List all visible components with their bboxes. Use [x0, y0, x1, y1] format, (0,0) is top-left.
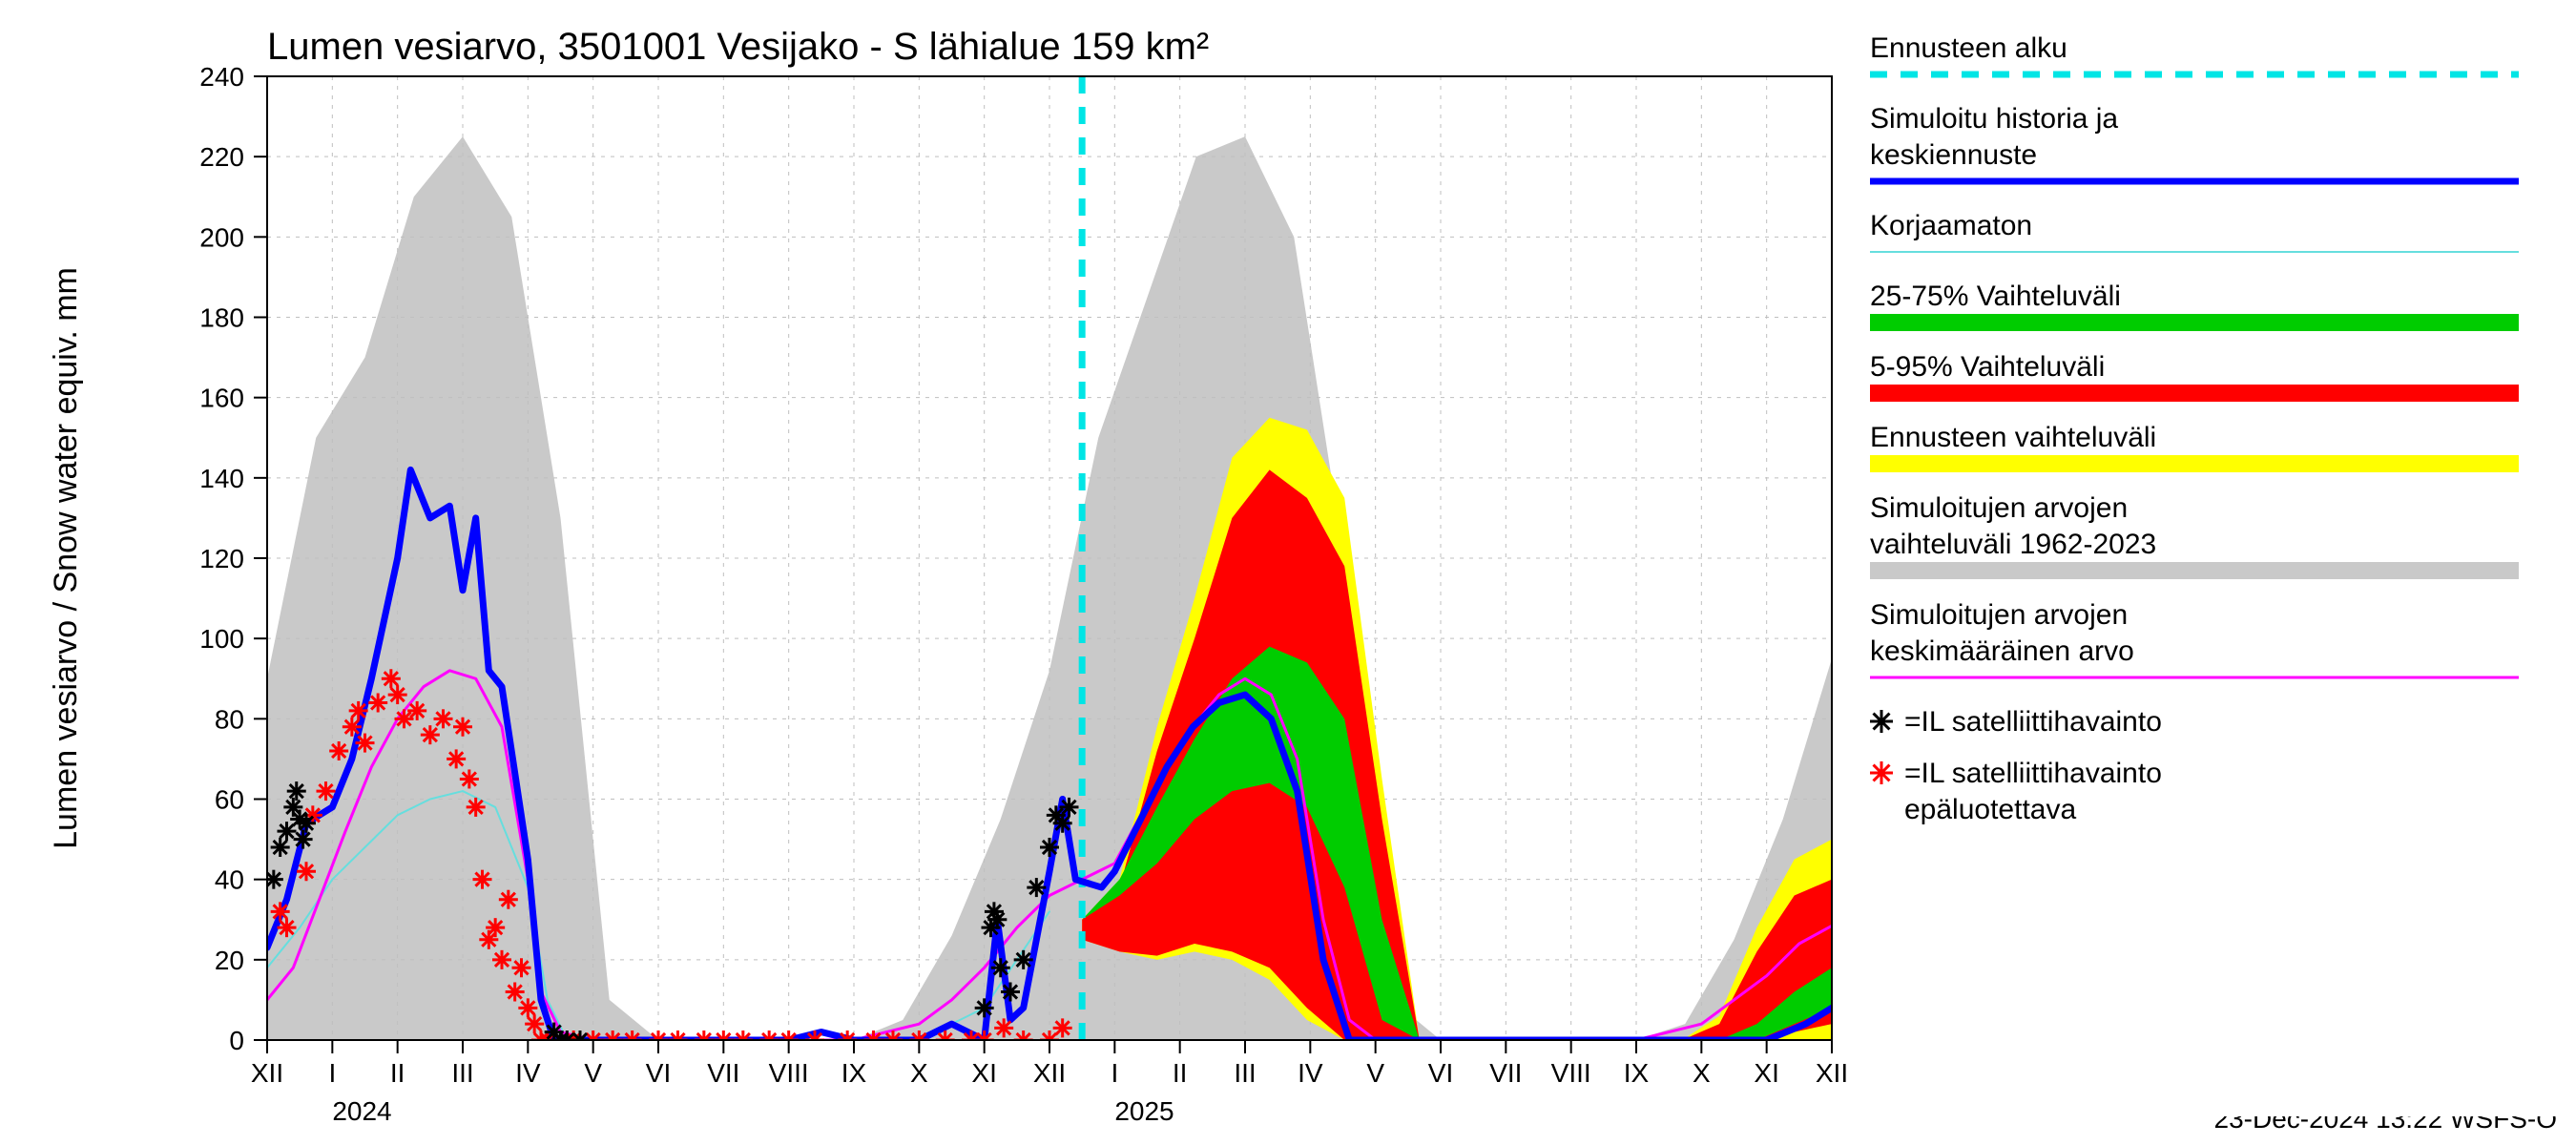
legend-label: Simuloitujen arvojen: [1870, 599, 2128, 631]
legend-label: =IL satelliittihavainto: [1904, 706, 2162, 738]
x-month-label: II: [390, 1058, 405, 1088]
x-month-label: X: [1693, 1058, 1711, 1088]
y-tick-label: 140: [199, 464, 244, 493]
legend-swatch: [1870, 562, 2519, 579]
x-month-label: I: [328, 1058, 336, 1088]
y-tick-label: 20: [215, 946, 244, 975]
x-month-label: XII: [251, 1058, 283, 1088]
legend-label: Ennusteen vaihteluväli: [1870, 422, 2156, 453]
x-month-label: II: [1173, 1058, 1188, 1088]
y-tick-label: 180: [199, 303, 244, 333]
legend-label: 5-95% Vaihteluväli: [1870, 351, 2105, 383]
legend-swatch: [1870, 385, 2519, 402]
x-month-label: XII: [1033, 1058, 1066, 1088]
legend-label: keskimääräinen arvo: [1870, 635, 2134, 667]
y-axis-label: Lumen vesiarvo / Snow water equiv. mm: [48, 267, 84, 849]
x-month-label: IV: [1298, 1058, 1323, 1088]
x-month-label: VIII: [769, 1058, 809, 1088]
x-month-label: I: [1111, 1058, 1118, 1088]
x-month-label: XI: [971, 1058, 996, 1088]
legend-label: vaihteluväli 1962-2023: [1870, 529, 2156, 560]
y-tick-label: 200: [199, 222, 244, 252]
x-month-label: VII: [707, 1058, 739, 1088]
legend-label: Simuloitujen arvojen: [1870, 492, 2128, 524]
chart-container: { "title": "Lumen vesiarvo, 3501001 Vesi…: [0, 0, 2576, 1145]
y-tick-label: 120: [199, 544, 244, 573]
legend-label: keskiennuste: [1870, 139, 2037, 171]
y-tick-label: 0: [229, 1026, 244, 1055]
y-tick-label: 60: [215, 785, 244, 815]
snow-chart: 020406080100120140160180200220240XIIIIII…: [0, 0, 2576, 1145]
x-year-label: 2025: [1114, 1096, 1174, 1126]
y-tick-label: 40: [215, 865, 244, 895]
y-tick-label: 100: [199, 624, 244, 654]
x-month-label: IX: [1624, 1058, 1650, 1088]
x-month-label: X: [910, 1058, 928, 1088]
x-month-label: IV: [515, 1058, 541, 1088]
x-month-label: V: [584, 1058, 602, 1088]
legend-label: epäluotettava: [1904, 794, 2076, 825]
x-month-label: III: [1234, 1058, 1256, 1088]
x-month-label: XI: [1754, 1058, 1778, 1088]
x-month-label: VIII: [1551, 1058, 1591, 1088]
y-tick-label: 160: [199, 384, 244, 413]
legend-swatch: [1870, 455, 2519, 472]
y-tick-label: 80: [215, 704, 244, 734]
legend-swatch: [1870, 314, 2519, 331]
x-month-label: V: [1366, 1058, 1384, 1088]
y-tick-label: 240: [199, 62, 244, 92]
legend-label: Ennusteen alku: [1870, 32, 2067, 64]
y-tick-label: 220: [199, 142, 244, 172]
x-month-label: VI: [646, 1058, 671, 1088]
x-month-label: VII: [1489, 1058, 1522, 1088]
legend-label: Simuloitu historia ja: [1870, 103, 2118, 135]
x-month-label: IX: [841, 1058, 867, 1088]
legend-label: 25-75% Vaihteluväli: [1870, 281, 2121, 312]
x-year-label: 2024: [332, 1096, 391, 1126]
x-month-label: VI: [1428, 1058, 1453, 1088]
chart-title: Lumen vesiarvo, 3501001 Vesijako - S läh…: [267, 26, 1209, 68]
legend-label: =IL satelliittihavainto: [1904, 758, 2162, 789]
legend-label: Korjaamaton: [1870, 210, 2032, 241]
x-month-label: III: [451, 1058, 473, 1088]
x-month-label: XII: [1816, 1058, 1848, 1088]
